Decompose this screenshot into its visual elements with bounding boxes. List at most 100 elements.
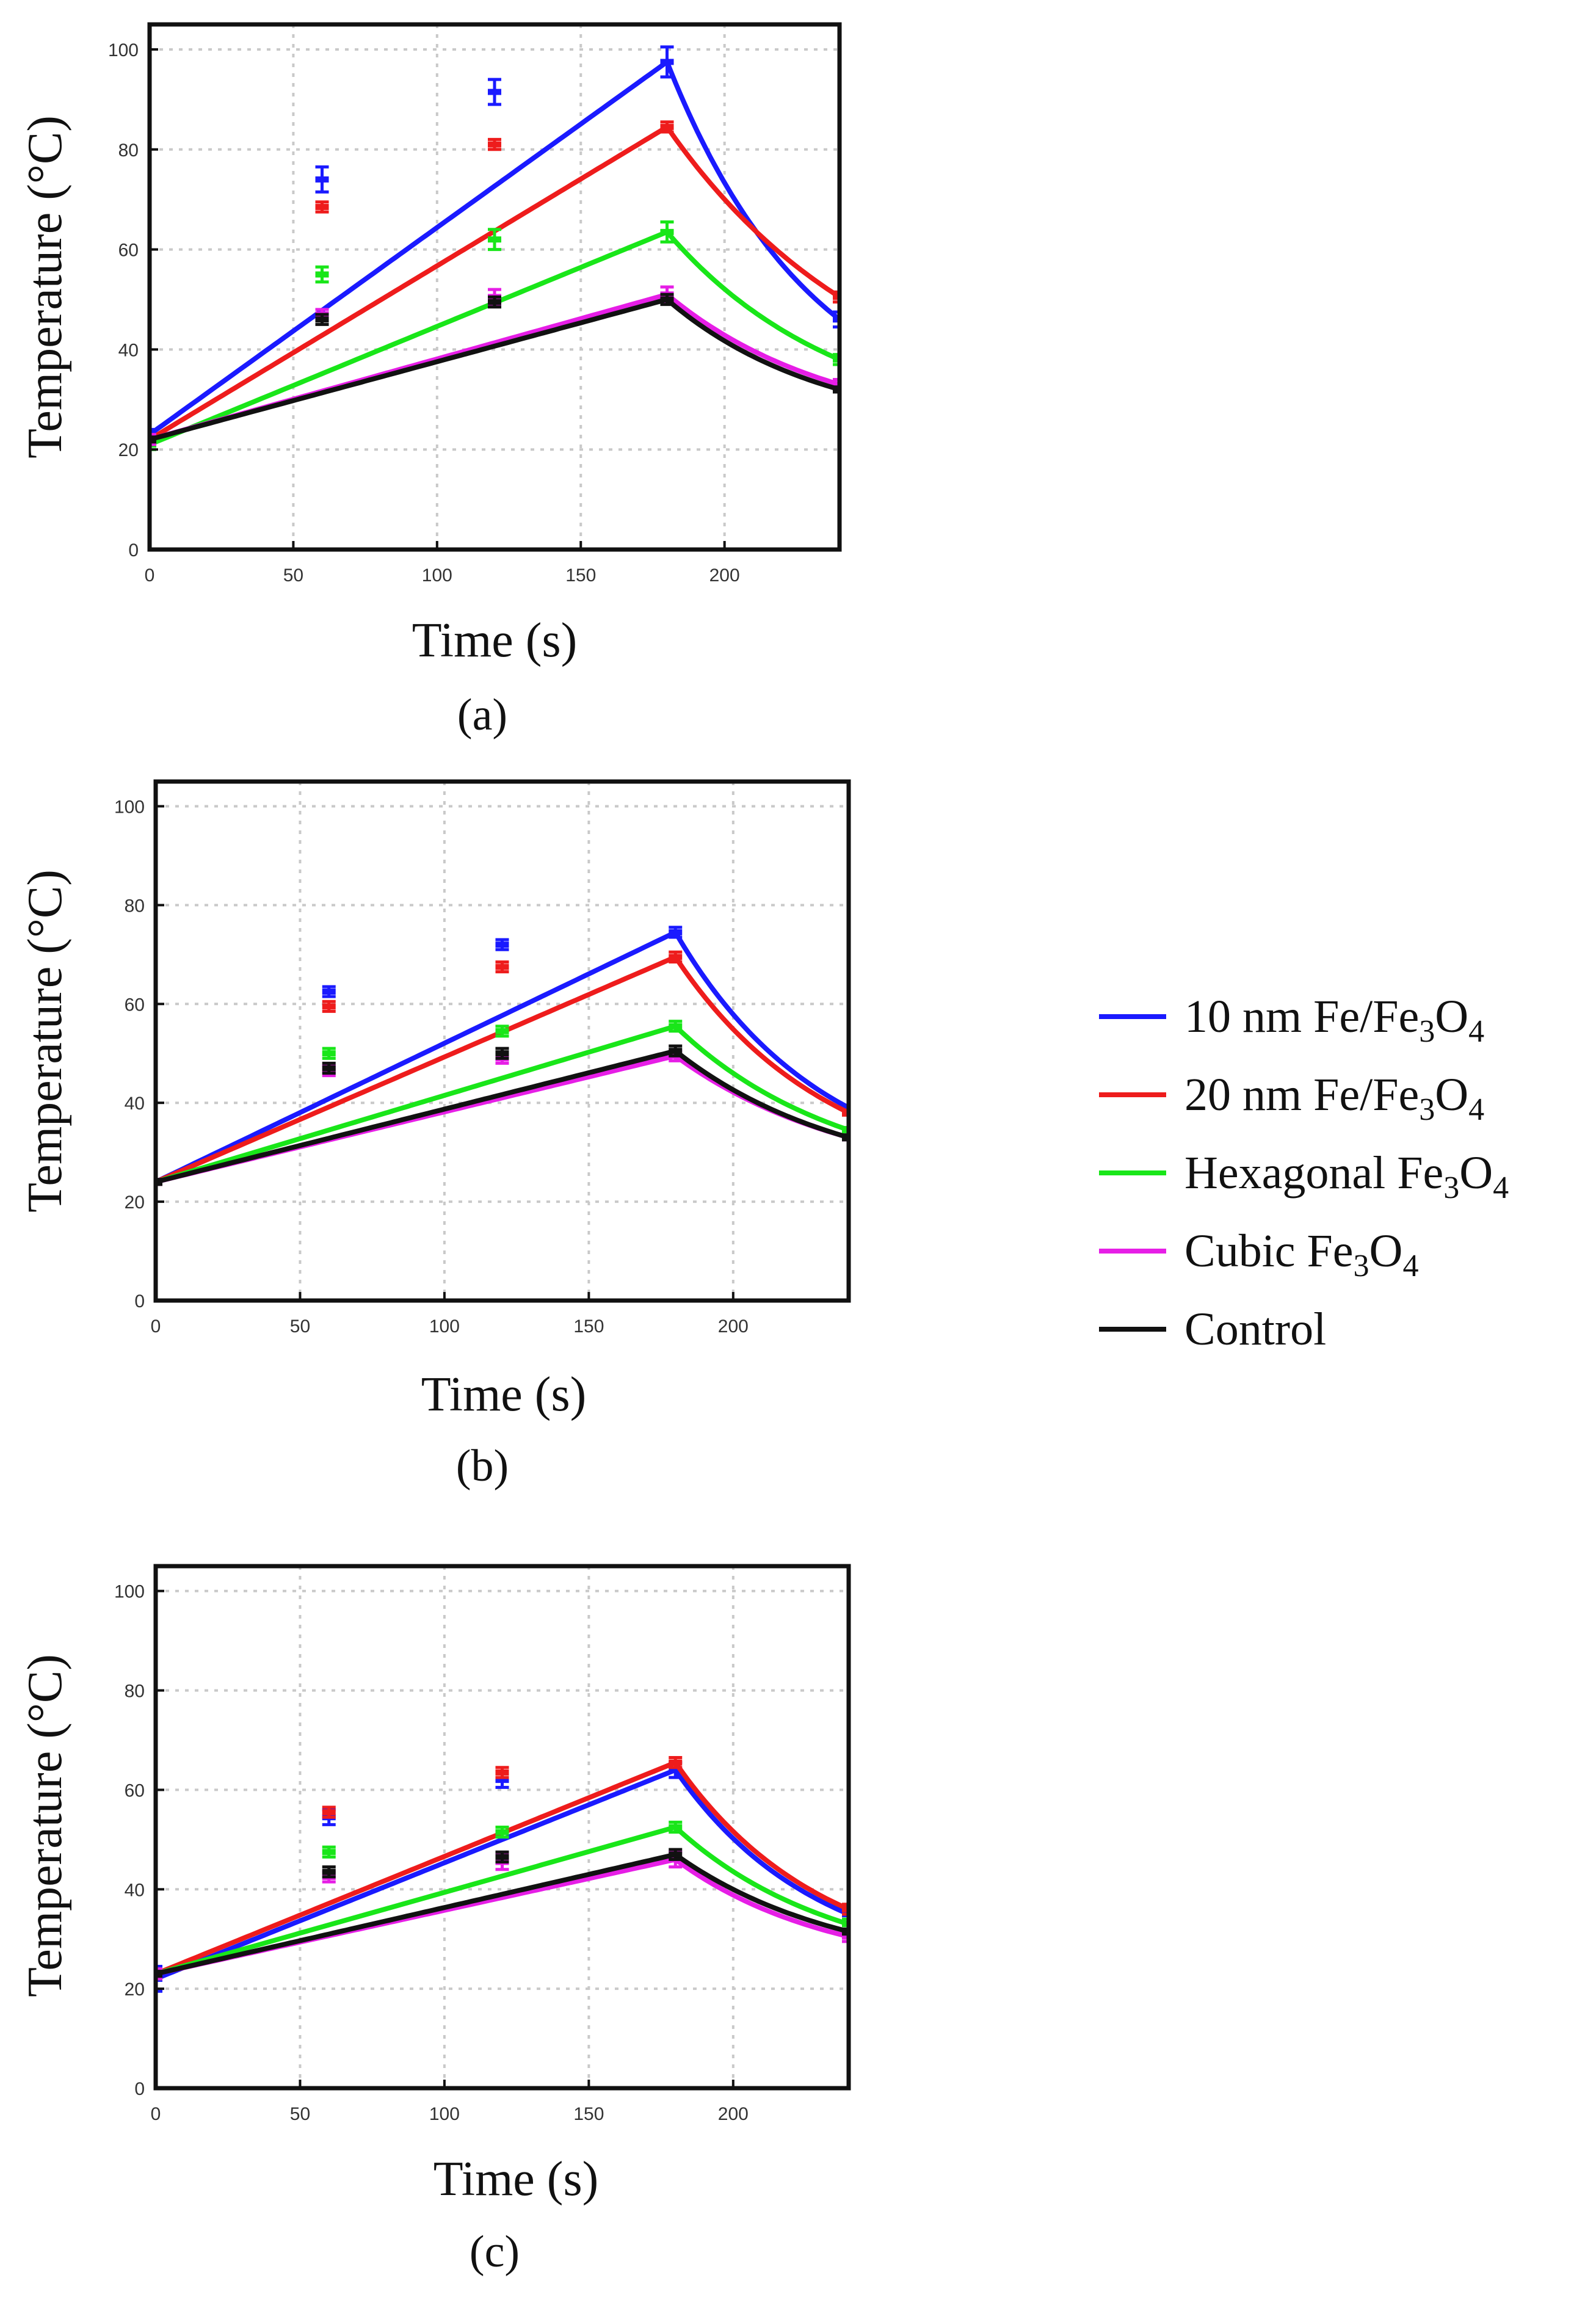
error-bar	[488, 78, 501, 106]
data-point	[842, 1933, 849, 1940]
error-bar	[833, 353, 840, 366]
data-point	[842, 1109, 849, 1116]
legend-label: Cubic Fe3O4	[1184, 1225, 1418, 1283]
y-tick-label: 20	[125, 1192, 145, 1213]
y-tick-label: 100	[108, 40, 139, 60]
error-bar	[669, 1756, 683, 1769]
error-bar	[669, 926, 683, 939]
series-line	[156, 1023, 849, 1185]
error-bar	[495, 1766, 509, 1779]
y-tick-label: 80	[118, 140, 139, 161]
error-bar	[842, 1133, 849, 1142]
error-bar	[495, 1025, 509, 1038]
error-bar	[842, 1927, 849, 1936]
data-point	[322, 1003, 336, 1010]
data-point	[322, 1065, 336, 1072]
legend-item: Control	[1099, 1304, 1326, 1355]
y-tick-label: 60	[125, 1780, 145, 1801]
data-point	[669, 1824, 683, 1831]
y-tick-label: 100	[114, 797, 145, 817]
x-tick-label: 0	[145, 565, 155, 586]
x-tick-label: 150	[565, 565, 596, 586]
data-point	[669, 1048, 683, 1054]
error-bar	[315, 165, 329, 194]
error-bar	[488, 137, 501, 151]
data-point	[322, 1050, 336, 1057]
panel-b: 0 50 100 150 200 0 20 40 60 80 100 Time (s) Temper…	[18, 779, 851, 1491]
series-line	[156, 1767, 849, 1981]
x-axis-title: Time (s)	[433, 2152, 598, 2206]
x-tick-label: 50	[290, 1316, 310, 1337]
data-point	[315, 176, 329, 183]
error-bar	[322, 1805, 336, 1819]
data-point	[495, 1777, 509, 1784]
x-tick-label: 0	[151, 1316, 161, 1337]
panel-label: (b)	[456, 1441, 509, 1491]
error-bar	[660, 45, 674, 79]
panel-label: (a)	[457, 690, 507, 740]
error-bar	[669, 1820, 683, 1834]
x-tick-label: 150	[573, 1316, 604, 1337]
data-point	[322, 1849, 336, 1856]
y-axis-title: Temperature (°C)	[18, 115, 72, 459]
x-tick-label: 100	[429, 1316, 460, 1337]
error-bar	[669, 1848, 683, 1861]
x-tick-label: 200	[718, 2104, 749, 2124]
error-bar	[833, 290, 840, 304]
data-point	[495, 942, 509, 948]
series-line	[156, 929, 849, 1185]
series-group	[156, 926, 849, 1186]
error-bar	[322, 985, 336, 998]
data-point	[150, 436, 156, 443]
data-point	[833, 356, 840, 363]
data-point	[322, 1868, 336, 1875]
error-bar	[495, 1826, 509, 1839]
error-bar	[669, 1020, 683, 1033]
y-tick-label: 40	[118, 340, 139, 360]
x-tick-label: 100	[422, 565, 452, 586]
error-bar	[833, 310, 840, 329]
data-point	[669, 954, 683, 960]
data-point	[660, 228, 674, 235]
data-point	[842, 1134, 849, 1141]
legend: 10 nm Fe/Fe3O4 20 nm Fe/Fe3O4 Hexagonal …	[1099, 991, 1509, 1355]
axes-frame	[153, 779, 851, 1303]
error-bar	[842, 1126, 849, 1134]
error-bar	[322, 1845, 336, 1859]
y-tick-label: 100	[114, 1582, 145, 1602]
error-bar	[315, 265, 329, 284]
error-bar	[495, 1047, 509, 1060]
data-point	[315, 203, 329, 210]
legend-label: 10 nm Fe/Fe3O4	[1184, 991, 1484, 1049]
data-point	[488, 236, 501, 243]
series-line	[150, 297, 840, 442]
data-point	[495, 963, 509, 970]
error-bar	[660, 220, 674, 244]
error-bar	[669, 1044, 683, 1058]
y-axis-title: Temperature (°C)	[18, 869, 72, 1213]
data-point	[315, 271, 329, 278]
data-point	[842, 1127, 849, 1133]
axes-frame	[147, 22, 842, 552]
error-bar	[322, 1865, 336, 1879]
series-line	[156, 1824, 849, 1976]
data-point	[495, 1769, 509, 1776]
legend-item: 10 nm Fe/Fe3O4	[1099, 991, 1484, 1049]
error-bar	[488, 228, 501, 252]
x-tick-label: 200	[709, 565, 740, 586]
error-bar	[495, 960, 509, 974]
data-point	[842, 1105, 849, 1111]
data-point	[669, 1023, 683, 1029]
data-point	[669, 1759, 683, 1766]
y-axis-title: Temperature (°C)	[18, 1654, 72, 1997]
y-tick-label: 0	[134, 2079, 145, 2099]
data-point	[156, 1970, 162, 1977]
error-bar	[833, 385, 840, 394]
data-point	[833, 381, 840, 388]
error-bar	[315, 200, 329, 214]
error-bar	[156, 1178, 162, 1186]
error-bar	[322, 1047, 336, 1060]
data-point	[669, 1766, 683, 1773]
error-bar	[322, 1000, 336, 1013]
x-axis-title: Time (s)	[412, 614, 577, 667]
